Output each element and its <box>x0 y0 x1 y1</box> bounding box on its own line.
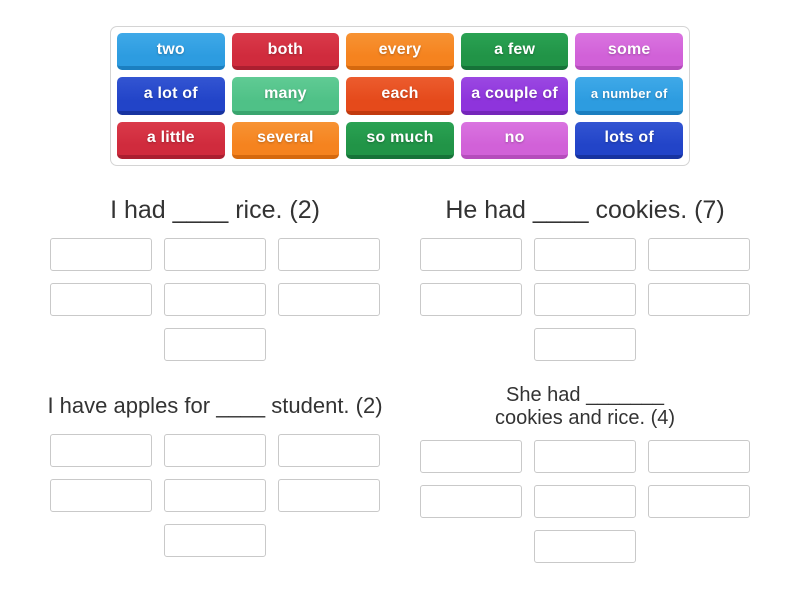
drop-slot[interactable] <box>534 440 636 473</box>
word-tile-so-much[interactable]: so much <box>346 121 454 159</box>
drop-slot[interactable] <box>50 479 152 513</box>
category-i-had-rice: I had ____ rice. (2) <box>40 196 390 361</box>
drop-slot[interactable] <box>648 485 750 518</box>
drop-slot[interactable] <box>420 485 522 518</box>
category-he-had-cookies: He had ____ cookies. (7) <box>410 196 760 361</box>
drop-slot[interactable] <box>164 524 266 558</box>
word-tile-a-little[interactable]: a little <box>117 121 225 159</box>
word-tile-many[interactable]: many <box>231 77 340 115</box>
drop-slot[interactable] <box>50 237 152 271</box>
word-tile-two[interactable]: two <box>117 33 225 71</box>
word-tile-each[interactable]: each <box>346 77 454 115</box>
drop-slot[interactable] <box>534 237 636 271</box>
drop-slot[interactable] <box>278 237 380 271</box>
word-bank-tray: two both every a few some a lot of many … <box>110 26 690 166</box>
word-tile-some[interactable]: some <box>575 33 683 71</box>
category-title: He had ____ cookies. (7) <box>445 196 725 224</box>
drop-zone-grid <box>50 434 380 558</box>
category-apples-for-student: I have apples for ____ student. (2) <box>40 393 390 558</box>
drop-slot[interactable] <box>420 440 522 473</box>
drop-slot[interactable] <box>278 434 380 468</box>
word-tile-no[interactable]: no <box>460 121 569 159</box>
word-tile-both[interactable]: both <box>231 33 340 71</box>
word-tile-a-lot-of[interactable]: a lot of <box>117 77 225 115</box>
drop-slot[interactable] <box>50 434 152 468</box>
drop-slot[interactable] <box>164 479 266 513</box>
category-title: I had ____ rice. (2) <box>110 196 320 224</box>
drop-slot[interactable] <box>420 282 522 316</box>
drop-zone-grid <box>420 440 750 563</box>
drop-slot[interactable] <box>164 237 266 271</box>
drop-zone-grid <box>50 237 380 361</box>
drop-slot[interactable] <box>164 282 266 316</box>
drop-slot[interactable] <box>164 434 266 468</box>
word-tile-a-number-of[interactable]: a number of <box>575 77 683 115</box>
category-title: I have apples for ____ student. (2) <box>47 393 383 418</box>
drop-slot[interactable] <box>420 237 522 271</box>
drop-slot[interactable] <box>534 485 636 518</box>
category-title: She had _______ cookies and rice. (4) <box>494 384 676 429</box>
word-tile-a-couple-of[interactable]: a couple of <box>460 77 569 115</box>
drop-slot[interactable] <box>648 237 750 271</box>
drop-slot[interactable] <box>164 327 266 361</box>
drop-slot[interactable] <box>648 440 750 473</box>
drop-slot[interactable] <box>534 282 636 316</box>
category-she-had-cookies-and-rice: She had _______ cookies and rice. (4) <box>410 384 760 563</box>
drop-slot[interactable] <box>534 530 636 563</box>
drop-slot[interactable] <box>648 282 750 316</box>
word-tile-lots-of[interactable]: lots of <box>575 121 683 159</box>
word-tile-a-few[interactable]: a few <box>460 33 569 71</box>
drop-slot[interactable] <box>534 327 636 361</box>
drop-slot[interactable] <box>278 282 380 316</box>
word-tile-several[interactable]: several <box>231 121 340 159</box>
drop-slot[interactable] <box>50 282 152 316</box>
word-tile-every[interactable]: every <box>346 33 454 71</box>
drop-zone-grid <box>420 237 750 361</box>
drop-slot[interactable] <box>278 479 380 513</box>
